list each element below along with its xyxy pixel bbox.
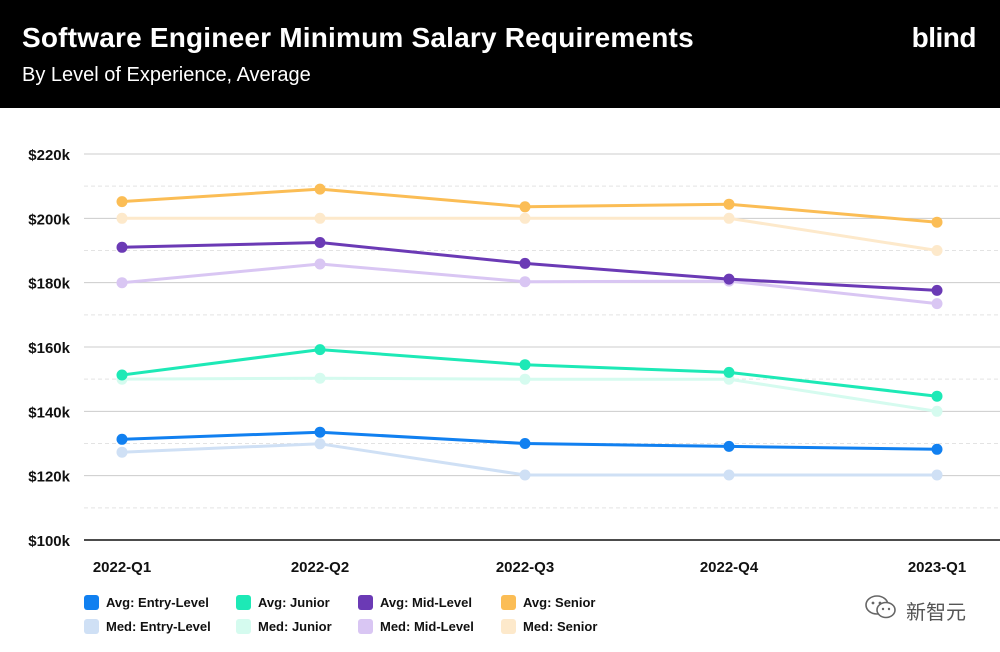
y-tick-label: $100k — [28, 533, 70, 550]
data-point-med-senior — [931, 245, 943, 256]
legend-label-avg-mid: Avg: Mid-Level — [380, 594, 472, 610]
data-point-avg-entry-level — [931, 443, 943, 455]
data-point-avg-junior — [931, 390, 943, 402]
data-point-avg-junior — [723, 366, 735, 378]
data-point-avg-entry-level — [519, 438, 531, 449]
data-point-avg-mid-level — [931, 284, 943, 296]
data-point-avg-entry-level — [314, 426, 326, 438]
data-point-med-mid-level — [931, 298, 943, 310]
data-point-med-junior — [519, 373, 531, 385]
data-point-med-junior — [931, 405, 943, 417]
legend-label-avg-entry: Avg: Entry-Level — [106, 594, 209, 610]
legend-item-avg-senior: Avg: Senior — [501, 592, 595, 612]
y-tick-label: $200k — [28, 211, 70, 228]
x-tick-label: 2022-Q4 — [700, 559, 759, 576]
legend-swatch-avg-senior — [501, 594, 516, 610]
wechat-icon — [864, 594, 898, 626]
data-point-med-junior — [314, 372, 326, 384]
legend-swatch-avg-entry — [84, 594, 99, 610]
data-point-med-senior — [116, 212, 128, 224]
data-point-med-mid-level — [314, 258, 326, 270]
data-point-med-entry-level — [931, 469, 943, 481]
x-tick-label: 2023-Q1 — [908, 559, 966, 576]
y-tick-label: $120k — [28, 469, 70, 486]
data-point-med-senior — [519, 212, 531, 224]
data-point-avg-mid-level — [116, 241, 128, 253]
legend-item-avg-entry: Avg: Entry-Level — [84, 592, 209, 612]
series-line-avg-junior — [121, 348, 938, 398]
data-point-avg-junior — [519, 359, 531, 371]
data-point-med-senior — [723, 212, 735, 224]
y-tick-label: $140k — [28, 404, 70, 421]
brand-logo: blind — [911, 22, 977, 53]
chart-subtitle: By Level of Experience, Average — [22, 64, 311, 86]
legend-swatch-med-senior — [501, 618, 516, 634]
legend-swatch-avg-mid — [358, 594, 373, 610]
data-point-avg-junior — [116, 369, 128, 381]
chart-title: Software Engineer Minimum Salary Require… — [22, 22, 694, 53]
legend-item-med-senior: Med: Senior — [501, 616, 597, 636]
data-point-med-entry-level — [723, 469, 735, 481]
line-chart: $100k $120k $140k $160k $180k $200k $220k 2022-… — [28, 147, 1000, 576]
y-tick-label: $160k — [28, 340, 70, 357]
data-point-avg-senior — [314, 183, 326, 195]
x-tick-label: 2022-Q3 — [496, 559, 554, 576]
data-point-avg-mid-level — [519, 257, 531, 269]
legend-item-avg-mid: Avg: Mid-Level — [358, 592, 472, 612]
data-point-avg-senior — [723, 198, 735, 210]
legend-swatch-med-entry — [84, 618, 99, 634]
data-point-med-mid-level — [519, 276, 531, 288]
data-point-avg-senior — [116, 196, 128, 208]
data-point-avg-mid-level — [314, 237, 326, 248]
y-tick-label: $220k — [28, 147, 70, 164]
legend-label-med-entry: Med: Entry-Level — [106, 618, 211, 634]
legend-item-avg-junior: Avg: Junior — [236, 592, 330, 612]
data-point-avg-entry-level — [723, 440, 735, 452]
x-tick-label: 2022-Q1 — [93, 559, 151, 576]
data-point-avg-mid-level — [723, 273, 735, 285]
legend-item-med-junior: Med: Junior — [236, 616, 332, 636]
legend-item-med-entry: Med: Entry-Level — [84, 616, 211, 636]
legend-label-med-senior: Med: Senior — [523, 618, 598, 634]
data-point-med-mid-level — [116, 277, 128, 289]
data-point-med-entry-level — [314, 438, 326, 450]
chart-header: Software Engineer Minimum Salary Require… — [0, 0, 1000, 108]
legend-swatch-med-junior — [236, 618, 251, 634]
y-tick-label: $180k — [28, 276, 70, 293]
legend-swatch-avg-junior — [236, 594, 251, 610]
data-point-avg-senior — [519, 201, 531, 213]
legend-swatch-med-mid — [358, 618, 373, 634]
data-point-med-entry-level — [116, 446, 128, 458]
legend-label-med-junior: Med: Junior — [258, 618, 332, 634]
data-point-med-entry-level — [519, 469, 531, 481]
legend-label-avg-junior: Avg: Junior — [258, 594, 330, 610]
data-point-avg-senior — [931, 216, 943, 228]
data-point-avg-entry-level — [116, 433, 128, 445]
watermark-text: 新智元 — [906, 601, 966, 624]
legend-item-med-mid: Med: Mid-Level — [358, 616, 474, 636]
x-tick-label: 2022-Q2 — [291, 559, 349, 576]
chart-legend: Avg: Entry-Level Avg: Junior Avg: Mid-Le… — [84, 592, 644, 644]
watermark: 新智元 — [864, 594, 966, 626]
data-point-med-senior — [314, 212, 326, 224]
legend-label-med-mid: Med: Mid-Level — [380, 618, 474, 634]
legend-label-avg-senior: Avg: Senior — [523, 594, 596, 610]
data-point-avg-junior — [314, 344, 326, 356]
